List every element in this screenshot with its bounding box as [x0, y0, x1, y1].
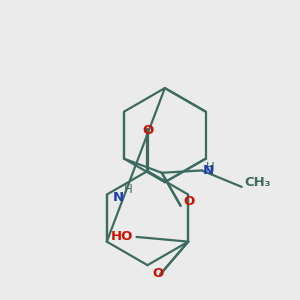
Text: O: O — [152, 266, 163, 280]
Text: H: H — [206, 161, 214, 174]
Text: O: O — [142, 124, 153, 137]
Text: CH₃: CH₃ — [244, 176, 271, 189]
Text: N: N — [113, 190, 124, 204]
Text: H: H — [124, 183, 133, 196]
Text: N: N — [203, 164, 214, 177]
Text: HO: HO — [110, 230, 133, 243]
Text: O: O — [183, 195, 194, 208]
